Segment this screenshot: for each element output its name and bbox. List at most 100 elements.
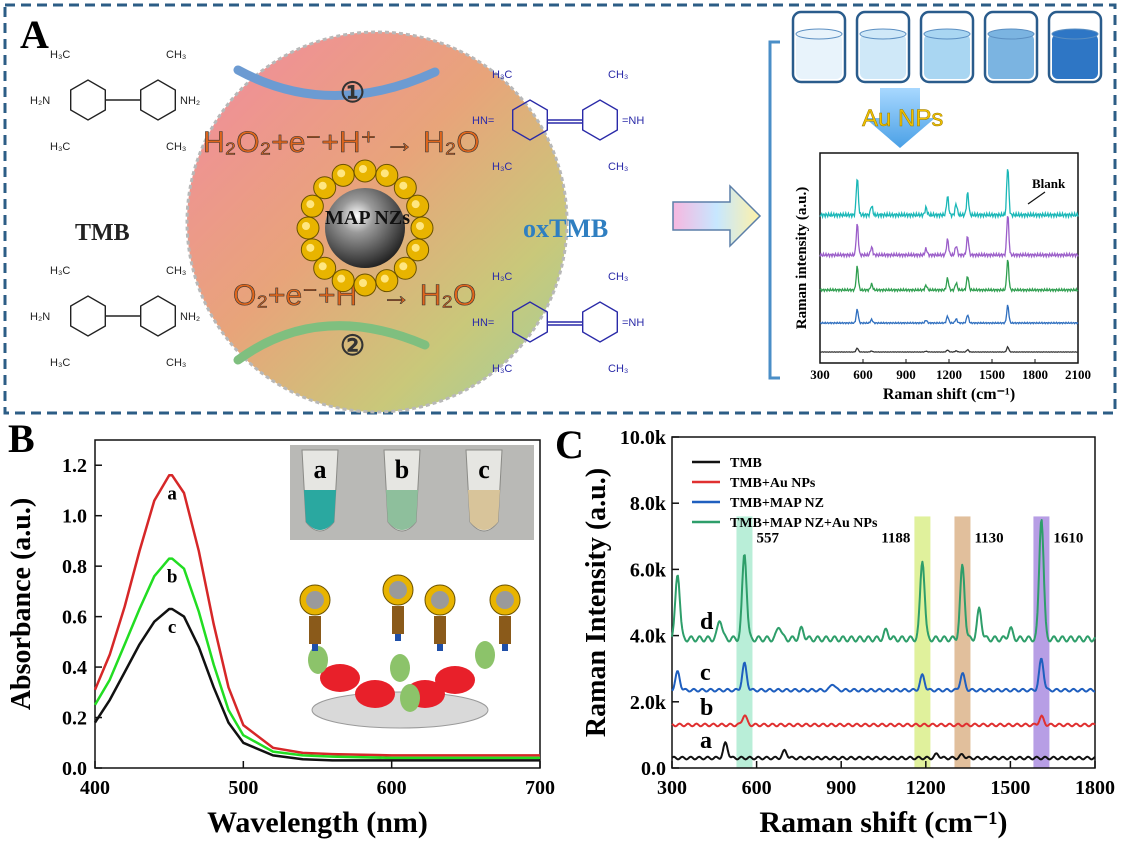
gold-particle-highlight [380, 274, 389, 283]
series-label-d: d [700, 609, 714, 635]
legend-label: TMB+Au NPs [730, 476, 816, 491]
protein-blob [355, 680, 395, 708]
probe-core [306, 591, 324, 609]
inset-x-tick-label: 600 [853, 367, 873, 382]
gold-particle-highlight [399, 262, 408, 271]
benzene-ring [69, 79, 107, 121]
nanozyme-label: MAP NZs [325, 207, 410, 229]
series-label-c: c [700, 660, 711, 686]
methyl-label: CH₃ [166, 357, 186, 369]
y-tick-label: 2.0k [630, 692, 667, 714]
panel-c: C 557 1188 1130 1610 300 600 900 1200 1500 1800 0.… [555, 422, 1115, 839]
gold-particle-highlight [411, 243, 420, 252]
methyl-label: H₃C [492, 69, 512, 81]
gold-particle-highlight [337, 169, 346, 178]
tube-label: c [478, 455, 490, 484]
x-tick-label: 400 [80, 777, 110, 799]
panel-a-letter: A [20, 12, 49, 57]
x-tick-label: 900 [826, 777, 856, 799]
y-tick-label: 0.6 [62, 607, 87, 629]
series-line-b [671, 714, 1096, 728]
methyl-label: CH₃ [608, 161, 628, 173]
inset-x-tick-label: 1800 [1022, 367, 1048, 382]
inset-spectrum-line [819, 304, 1079, 325]
substrate-disc [311, 691, 489, 729]
y-tick-label: 0.4 [62, 657, 87, 679]
inset-spectrum-line [819, 169, 1079, 220]
tag [312, 644, 318, 651]
green-oval [400, 684, 420, 712]
benzene-ring [512, 301, 548, 343]
methyl-label: H₃C [492, 271, 512, 283]
peak-label: 1188 [881, 530, 910, 546]
inset-spectrum-line [819, 259, 1079, 293]
map-nanozyme [296, 159, 434, 297]
x-tick-label: 300 [657, 777, 687, 799]
absorbance-chart: 400 500 600 700 0.0 0.2 0.4 0.6 0.8 1.0 1.2 Wavelen… [6, 439, 555, 839]
legend-label: TMB+MAP NZ [730, 496, 824, 511]
green-oval [308, 646, 328, 674]
gold-particle-highlight [302, 222, 310, 230]
antibody [392, 606, 404, 634]
inset-spectrum-line [819, 345, 1079, 353]
bracket [768, 40, 780, 380]
methyl-label: H₃C [50, 141, 70, 153]
step-1-marker: ① [340, 78, 365, 109]
reaction-1: H₂O₂+e⁻+H⁺ → H₂O [203, 126, 480, 159]
inset-x-tick-label: 2100 [1065, 367, 1091, 382]
peak-highlight-band [954, 516, 971, 768]
methyl-label: CH₃ [608, 69, 628, 81]
series-line-a [93, 474, 540, 757]
benzene-ring [512, 99, 548, 141]
x-tick-label: 500 [228, 777, 258, 799]
probe-core [496, 591, 514, 609]
vial-surface [859, 28, 907, 40]
methyl-label: CH₃ [608, 363, 628, 375]
tmb-label: TMB [75, 220, 130, 246]
y-axis-label: Absorbance (a.u.) [6, 498, 37, 710]
x-axis-label: Raman shift (cm⁻¹) [759, 806, 1007, 839]
series-label-c: c [168, 617, 176, 638]
gold-particle-highlight [380, 169, 389, 178]
peak-label: 1610 [1053, 530, 1083, 546]
peak-highlight-band [736, 516, 753, 768]
inset-raman-chart: 300 600 900 1200 1500 1800 2100 Raman shift (cm… [794, 152, 1091, 403]
amine-label: =NH [622, 317, 644, 329]
gold-particle-highlight [306, 243, 315, 252]
gold-particle-highlight [359, 279, 367, 287]
amine-label: H₂N [30, 95, 50, 107]
inset-y-axis-label: Raman intensity (a.u.) [794, 187, 810, 330]
au-nps-label: Au NPs [862, 105, 943, 132]
vial-solution [1052, 34, 1098, 79]
methyl-label: CH₃ [166, 49, 186, 61]
inset-frame [819, 152, 1079, 364]
methyl-label: H₃C [50, 49, 70, 61]
inset-spectrum-line [819, 216, 1079, 259]
panel-b: B 400 500 600 700 0.0 0.2 0.4 0.6 0.8 1.0 1.2 Wavel… [6, 416, 555, 839]
x-tick-label: 600 [742, 777, 772, 799]
tube-label: b [395, 455, 409, 484]
y-tick-label: 4.0k [630, 626, 667, 648]
series-line-b [93, 557, 540, 760]
amine-label: NH₂ [180, 311, 200, 323]
series-line-c [93, 607, 540, 762]
inset-x-tick-label: 900 [896, 367, 916, 382]
vial-row [791, 10, 1103, 84]
gold-particle-highlight [399, 181, 408, 190]
methyl-label: CH₃ [166, 141, 186, 153]
tag [395, 634, 401, 641]
vial-surface [923, 28, 971, 40]
y-axis-label: Raman Intensity (a.u.) [581, 468, 612, 737]
nanozyme-core [325, 188, 405, 268]
right-arrow-icon [672, 184, 762, 248]
vial-solution [988, 34, 1034, 79]
vial-surface [987, 28, 1035, 40]
molecule-structures: H₃C H₃C CH₃ CH₃ H₂N NH₂ H₃C H₃C CH₃ CH₃ H₂N NH₂ H₃C H… [30, 49, 644, 375]
benzene-ring [582, 301, 618, 343]
series-label-a: a [167, 483, 177, 504]
antibody [499, 616, 511, 644]
series-line-d [671, 519, 1096, 643]
y-tick-label: 10.0k [620, 427, 667, 449]
oxtmb-label: oxTMB [523, 214, 608, 243]
